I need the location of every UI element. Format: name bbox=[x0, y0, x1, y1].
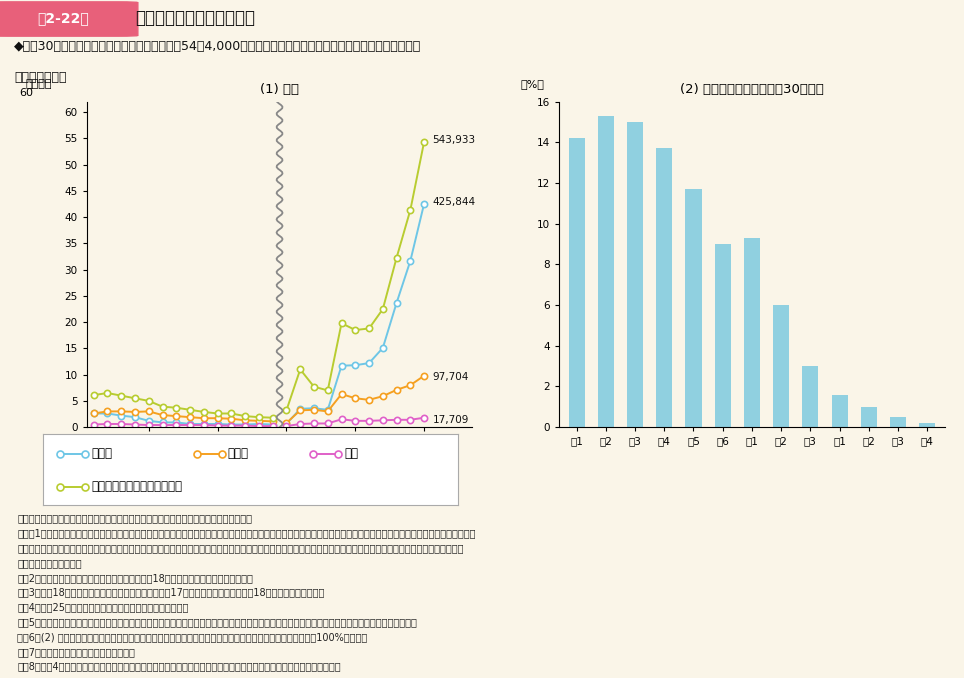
Text: 第2-22図: 第2-22図 bbox=[37, 11, 89, 25]
Bar bbox=[656, 148, 672, 427]
Bar bbox=[744, 238, 760, 427]
Bar bbox=[890, 417, 906, 427]
Text: 中学校: 中学校 bbox=[228, 447, 249, 460]
Title: (1) 推移: (1) 推移 bbox=[260, 83, 299, 96]
Bar bbox=[861, 407, 877, 427]
Text: 60: 60 bbox=[19, 88, 34, 98]
Text: 543,933: 543,933 bbox=[433, 135, 475, 145]
Text: ◆平成30年度におけるいじめの認知件数は、約54万4,000件。学年別で見ると、小学２年生及び３年生において: ◆平成30年度におけるいじめの認知件数は、約54万4,000件。学年別で見ると、… bbox=[14, 39, 421, 53]
Text: （出典）文部科学省「児童生徒の問題行動・不登校等生徒指導上の諸課題に関する調査」
（注）1．いじめの定義：「いじめ」とは、「児童生徒に対して、当該児童生徒が在籍: （出典）文部科学省「児童生徒の問題行動・不登校等生徒指導上の諸課題に関する調査」… bbox=[17, 513, 475, 671]
Text: 高校: 高校 bbox=[344, 447, 358, 460]
Text: 425,844: 425,844 bbox=[433, 197, 475, 207]
Text: （万件）: （万件） bbox=[25, 79, 51, 89]
Text: いじめの認知（発生）件数: いじめの認知（発生）件数 bbox=[135, 9, 254, 27]
Bar bbox=[598, 116, 614, 427]
Bar bbox=[773, 305, 790, 427]
Bar bbox=[919, 423, 935, 427]
Bar bbox=[627, 122, 643, 427]
Text: 小学校: 小学校 bbox=[91, 447, 112, 460]
Text: 合計（特別支援学校を含む）: 合計（特別支援学校を含む） bbox=[91, 480, 182, 493]
Title: (2) 学年別構成割合（平成30年度）: (2) 学年別構成割合（平成30年度） bbox=[680, 83, 824, 96]
Text: 件数が多い。: 件数が多い。 bbox=[14, 71, 67, 83]
FancyBboxPatch shape bbox=[0, 2, 138, 36]
Bar bbox=[802, 366, 818, 427]
Text: （%）: （%） bbox=[521, 79, 545, 89]
Text: 97,704: 97,704 bbox=[433, 372, 469, 382]
Text: 17,709: 17,709 bbox=[433, 416, 469, 425]
Bar bbox=[569, 138, 585, 427]
Bar bbox=[714, 244, 731, 427]
Bar bbox=[685, 189, 702, 427]
Bar bbox=[832, 395, 847, 427]
